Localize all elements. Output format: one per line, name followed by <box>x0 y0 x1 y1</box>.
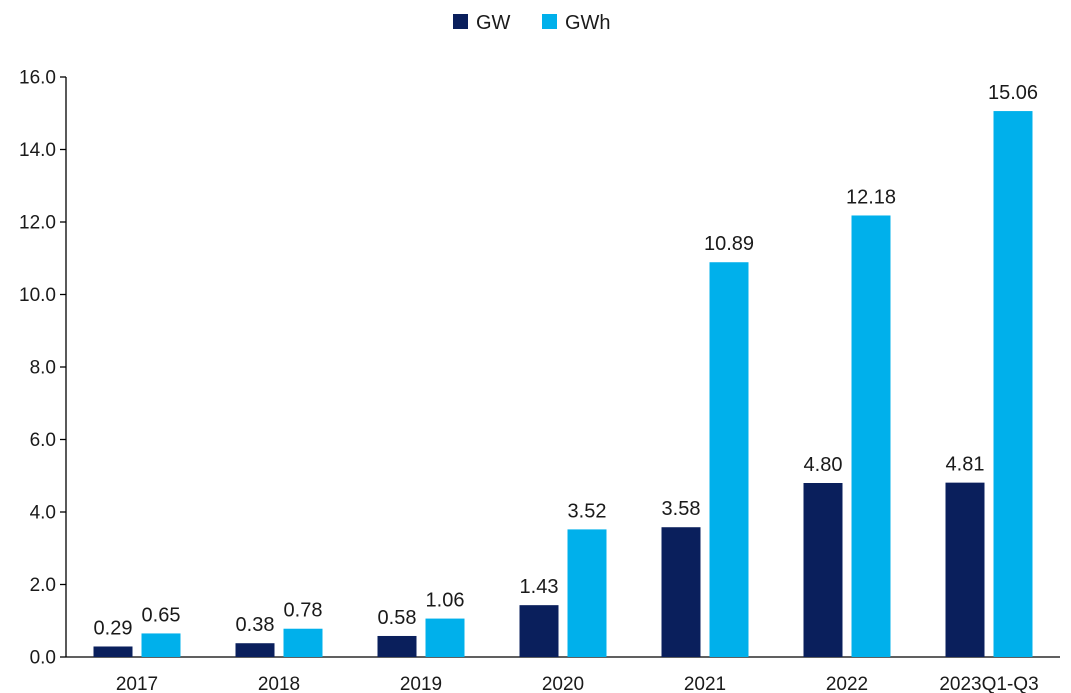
bar-gw-2018 <box>235 643 275 657</box>
legend-swatch-gw <box>453 14 468 29</box>
data-label-gwh: 10.89 <box>704 233 754 255</box>
x-tick-label: 2017 <box>116 674 158 693</box>
data-label-gw: 0.38 <box>236 614 275 636</box>
legend-swatch-gwh <box>542 14 557 29</box>
legend-label-gw: GW <box>476 12 511 34</box>
data-label-gw: 3.58 <box>662 498 701 520</box>
y-tick-label: 10.0 <box>19 285 56 306</box>
data-label-gw: 0.58 <box>378 607 417 629</box>
bar-gw-2020 <box>519 605 559 657</box>
data-label-gw: 1.43 <box>520 576 559 598</box>
y-tick-label: 6.0 <box>30 430 56 451</box>
bar-gw-2021 <box>661 527 701 657</box>
x-tick-label: 2020 <box>542 674 584 693</box>
bar-gwh-2023q1-q3 <box>993 111 1033 657</box>
x-tick-label: 2019 <box>400 674 442 693</box>
y-tick-label: 8.0 <box>30 358 56 379</box>
legend-label-gwh: GWh <box>565 12 611 34</box>
x-tick-label: 2018 <box>258 674 300 693</box>
data-label-gwh: 1.06 <box>426 590 465 612</box>
data-label-gwh: 12.18 <box>846 186 896 208</box>
data-label-gwh: 0.65 <box>142 604 181 626</box>
bar-gwh-2020 <box>567 529 607 657</box>
y-tick-label: 14.0 <box>19 140 56 161</box>
x-axis: 2017 2018 2019 2020 2021 2022 2023Q1-Q3 <box>66 656 1060 693</box>
bar-gw-2023q1-q3 <box>945 482 985 657</box>
y-tick-label: 12.0 <box>19 213 56 234</box>
y-tick-label: 0.0 <box>30 648 56 669</box>
bar-gw-2017 <box>93 646 133 657</box>
bars-layer <box>93 111 1033 657</box>
x-tick-label: 2022 <box>826 674 868 693</box>
y-tick-label: 2.0 <box>30 575 56 596</box>
data-label-gw: 4.80 <box>804 454 843 476</box>
data-label-gw: 0.29 <box>94 617 133 639</box>
bar-gwh-2022 <box>851 215 891 657</box>
y-axis: 0.0 2.0 4.0 6.0 8.0 10.0 12.0 14.0 16.0 <box>19 68 67 669</box>
y-tick-label: 16.0 <box>19 68 56 89</box>
bar-gw-2022 <box>803 483 843 657</box>
bar-gwh-2018 <box>283 628 323 657</box>
x-tick-label: 2021 <box>684 674 726 693</box>
y-tick-label: 4.0 <box>30 503 56 524</box>
x-tick-label: 2023Q1-Q3 <box>939 674 1038 693</box>
data-label-gw: 4.81 <box>946 454 985 476</box>
bar-gwh-2017 <box>141 633 181 657</box>
data-label-gwh: 3.52 <box>568 500 607 522</box>
chart-legend: GW GWh <box>453 12 611 34</box>
data-labels-layer: 0.29 0.65 0.38 0.78 0.58 1.06 1.43 3.52 3.58 10.8… <box>94 82 1039 639</box>
data-label-gwh: 0.78 <box>284 600 323 622</box>
bar-gwh-2021 <box>709 262 749 657</box>
data-label-gwh: 15.06 <box>988 82 1038 104</box>
bar-gwh-2019 <box>425 618 465 657</box>
bar-gw-2019 <box>377 635 417 657</box>
